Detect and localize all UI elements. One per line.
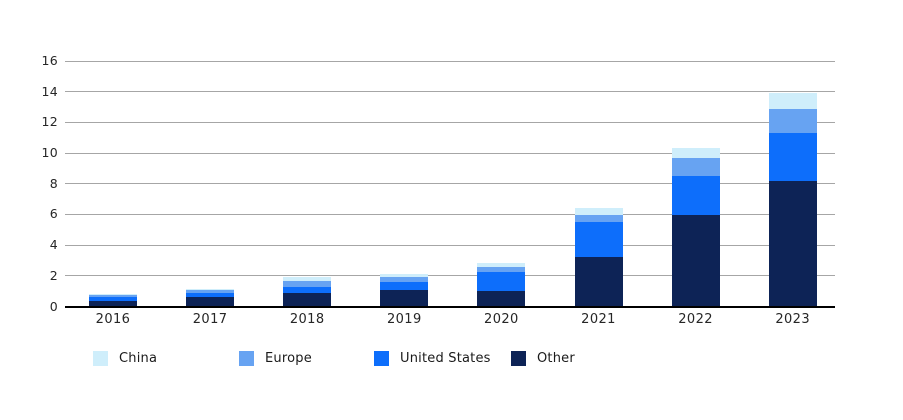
chart-legend: China Europe United States Other: [0, 351, 903, 391]
legend-label: China: [119, 351, 158, 366]
bar-segment-europe: [768, 108, 817, 134]
bar-segment-china: [89, 294, 137, 295]
bar-segment-europe: [477, 267, 526, 272]
bar-segment-europe: [186, 290, 235, 293]
bar-segment-united-states: [768, 133, 817, 181]
bar-segment-other: [671, 215, 720, 307]
legend-item-europe: Europe: [239, 351, 312, 366]
legend-label: Other: [537, 351, 575, 366]
bar-segment-other: [380, 289, 429, 307]
y-axis-tick-label: 10: [41, 145, 58, 161]
bar-segment-united-states: [477, 271, 526, 292]
bar-segment-europe: [671, 158, 720, 177]
bar-segment-united-states: [283, 287, 332, 294]
legend-item-other: Other: [511, 351, 575, 366]
x-axis-tick-label: 2021: [581, 312, 616, 327]
bar-segment-other: [186, 297, 235, 307]
bar-segment-china: [477, 262, 526, 268]
bar-segment-united-states: [380, 281, 429, 290]
bar-segment-china: [671, 148, 720, 159]
legend-swatch-other: [511, 351, 526, 366]
y-axis-tick-label: 14: [41, 83, 58, 99]
bar-segment-other: [574, 257, 623, 307]
bar-segment-europe: [283, 281, 332, 288]
legend-label: Europe: [265, 351, 312, 366]
y-axis-tick-label: 6: [49, 206, 58, 222]
gridline-y-16: [65, 60, 835, 62]
gridline-y-10: [65, 152, 835, 154]
legend-label: United States: [400, 351, 491, 366]
bar-segment-other: [283, 293, 332, 307]
bar-segment-china: [186, 288, 235, 291]
gridline-y-14: [65, 91, 835, 93]
gridline-y-4: [65, 244, 835, 246]
bar-segment-europe: [380, 277, 429, 282]
legend-item-united-states: United States: [374, 351, 491, 366]
y-axis-tick-label: 0: [49, 298, 58, 314]
x-axis-tick-label: 2020: [484, 312, 519, 327]
y-axis-tick-label: 16: [41, 53, 58, 69]
x-axis-line: [65, 305, 835, 308]
bar-segment-europe: [89, 294, 137, 297]
legend-swatch-united-states: [374, 351, 389, 366]
bar-segment-other: [768, 180, 817, 307]
bar-segment-united-states: [574, 222, 623, 258]
x-axis-tick-label: 2022: [678, 312, 713, 327]
y-axis-tick-label: 8: [49, 175, 58, 191]
y-axis-tick-label: 12: [41, 114, 58, 130]
x-axis-tick-label: 2017: [192, 312, 228, 327]
gridline-y-2: [65, 275, 835, 277]
bar-segment-china: [283, 276, 332, 282]
gridline-y-12: [65, 121, 835, 123]
bar-segment-united-states: [186, 292, 235, 298]
y-axis-tick-label: 2: [49, 267, 58, 283]
gridline-y-6: [65, 213, 835, 215]
bar-segment-europe: [574, 215, 623, 223]
x-axis-tick-label: 2023: [775, 312, 811, 327]
legend-swatch-china: [93, 351, 108, 366]
x-axis-tick-label: 2016: [95, 312, 131, 327]
legend-swatch-europe: [239, 351, 254, 366]
bar-segment-china: [768, 93, 817, 109]
legend-item-china: China: [93, 351, 157, 366]
x-axis-tick-label: 2018: [289, 312, 325, 327]
bar-segment-other: [89, 301, 137, 307]
bar-segment-other: [477, 291, 526, 307]
bar-segment-china: [380, 273, 429, 278]
y-axis-tick-label: 4: [49, 237, 58, 253]
bar-segment-united-states: [671, 176, 720, 216]
gridline-y-8: [65, 183, 835, 185]
bar-segment-china: [574, 208, 623, 216]
bar-segment-united-states: [89, 296, 137, 302]
x-axis-tick-label: 2019: [386, 312, 422, 327]
